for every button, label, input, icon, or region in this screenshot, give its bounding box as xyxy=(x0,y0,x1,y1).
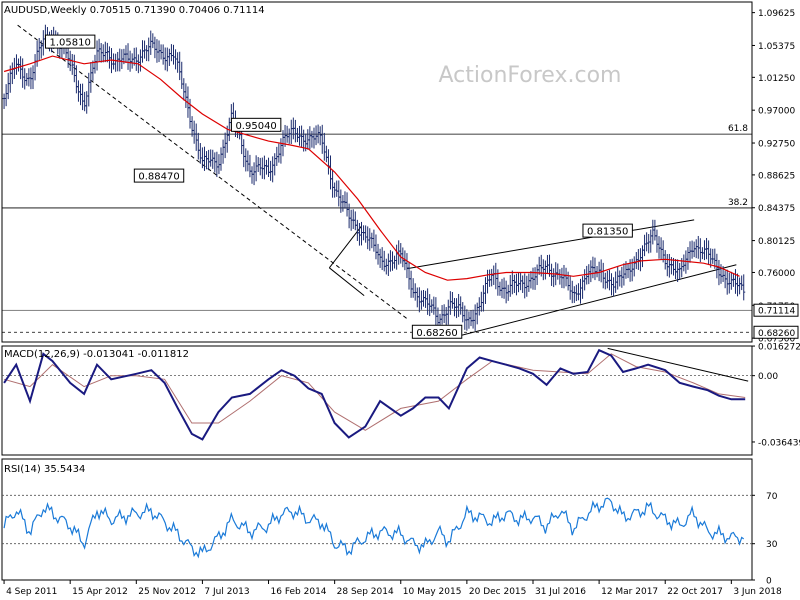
rsi-content xyxy=(2,494,752,559)
x-tick-label: 25 Nov 2012 xyxy=(138,587,196,597)
x-tick-label: 3 Jun 2018 xyxy=(733,587,782,597)
price-annotations: 1.05810 0.95040 0.88470 0.81350 0.68260 xyxy=(44,34,633,339)
price-panel xyxy=(1,1,753,343)
x-tick-label: 20 Dec 2015 xyxy=(469,587,527,597)
y-tick-label: 0.92750 xyxy=(758,140,795,150)
macd-line xyxy=(3,348,746,441)
price-label-box xyxy=(582,223,633,238)
x-tick-label: 15 Apr 2012 xyxy=(72,587,128,597)
price-label: 1.05810 xyxy=(44,34,96,49)
price-label: 0.88470 xyxy=(133,168,185,183)
rsi-panel xyxy=(1,458,753,581)
rsi-y-axis: 70 30 0 xyxy=(752,492,778,587)
price-label-box xyxy=(230,117,282,132)
trendline xyxy=(407,219,695,270)
price-label-text: 0.68260 xyxy=(416,328,457,339)
x-tick-label: 12 Mar 2017 xyxy=(601,587,658,597)
x-tick-label: 28 Sep 2014 xyxy=(337,587,394,597)
support-level-text: 0.68260 xyxy=(758,329,795,339)
current-price-box xyxy=(753,303,799,317)
y-tick-label: 1.05375 xyxy=(758,42,795,52)
y-tick-label: 0.97000 xyxy=(758,107,795,117)
price-panel-title: AUDUSD,Weekly 0.70515 0.71390 0.70406 0.… xyxy=(4,5,265,16)
current-price-text: 0.71114 xyxy=(758,307,795,317)
watermark: ActionForex.com xyxy=(439,63,622,88)
macd-panel-title: MACD(12,26,9) -0.013041 -0.011812 xyxy=(4,349,189,360)
macd-trendline xyxy=(607,347,749,382)
price-levels: 61.8 38.2 xyxy=(2,124,752,333)
x-tick-label: 22 Oct 2017 xyxy=(667,587,723,597)
price-label-text: 0.88470 xyxy=(138,172,179,183)
x-tick-label: 16 Feb 2014 xyxy=(271,587,327,597)
sma-line xyxy=(3,55,740,281)
price-label-box xyxy=(411,324,463,339)
panels xyxy=(1,1,753,581)
price-label-box xyxy=(44,34,96,49)
macd-signal-line xyxy=(3,353,746,431)
y-tick-label: 0.00 xyxy=(758,372,778,382)
x-tick-label: 4 Sep 2011 xyxy=(6,587,57,597)
x-axis: 4 Sep 2011 15 Apr 2012 25 Nov 2012 7 Jul 20… xyxy=(3,580,782,597)
y-tick-label: -0.036439 xyxy=(758,438,800,448)
trendline xyxy=(450,264,737,339)
y-tick-label: 0.67500 xyxy=(758,335,795,345)
support-level-box xyxy=(753,325,799,339)
y-tick-label: 0.76000 xyxy=(758,269,795,279)
trendline xyxy=(329,267,365,297)
price-trendlines xyxy=(17,24,737,339)
y-tick-label: 0.016272 xyxy=(758,343,800,353)
y-tick-label: 30 xyxy=(766,540,778,550)
macd-y-axis: 0.016272 0.00 -0.036439 xyxy=(752,343,800,448)
y-tick-label: 0.88625 xyxy=(758,171,795,181)
x-tick-label: 7 Jul 2013 xyxy=(204,587,249,597)
x-tick-label: 31 Jul 2016 xyxy=(535,587,586,597)
y-tick-label: 0.80125 xyxy=(758,237,795,247)
rsi-panel-title: RSI(14) 35.5434 xyxy=(4,464,85,475)
macd-content xyxy=(2,347,752,441)
price-label-box xyxy=(133,168,185,183)
fib-label: 38.2 xyxy=(728,198,748,208)
x-tick-label: 10 May 2015 xyxy=(403,587,462,597)
macd-panel xyxy=(1,345,753,456)
price-label: 0.95040 xyxy=(230,117,282,132)
trendline xyxy=(17,24,408,320)
y-tick-label: 1.01250 xyxy=(758,74,795,84)
trendline xyxy=(328,225,362,269)
y-tick-label: 0.84375 xyxy=(758,204,795,214)
rsi-line xyxy=(3,497,745,559)
price-y-axis: 1.09625 1.05375 1.01250 0.97000 0.92750 0.886… xyxy=(752,9,799,345)
price-label: 0.81350 xyxy=(582,223,633,238)
sma-line-path xyxy=(3,55,740,281)
support-level-badge: 0.68260 xyxy=(753,325,799,339)
y-tick-label: 70 xyxy=(766,492,778,502)
price-label: 0.68260 xyxy=(411,324,463,339)
current-price-badge: 0.71114 xyxy=(753,303,799,317)
y-tick-label: 1.09625 xyxy=(758,9,795,19)
price-label-text: 0.81350 xyxy=(587,227,628,238)
price-bars xyxy=(2,24,746,334)
fib-label: 61.8 xyxy=(728,124,748,134)
y-tick-label: 0 xyxy=(766,577,772,587)
price-label-text: 1.05810 xyxy=(50,38,91,49)
price-label-text: 0.95040 xyxy=(235,121,276,132)
